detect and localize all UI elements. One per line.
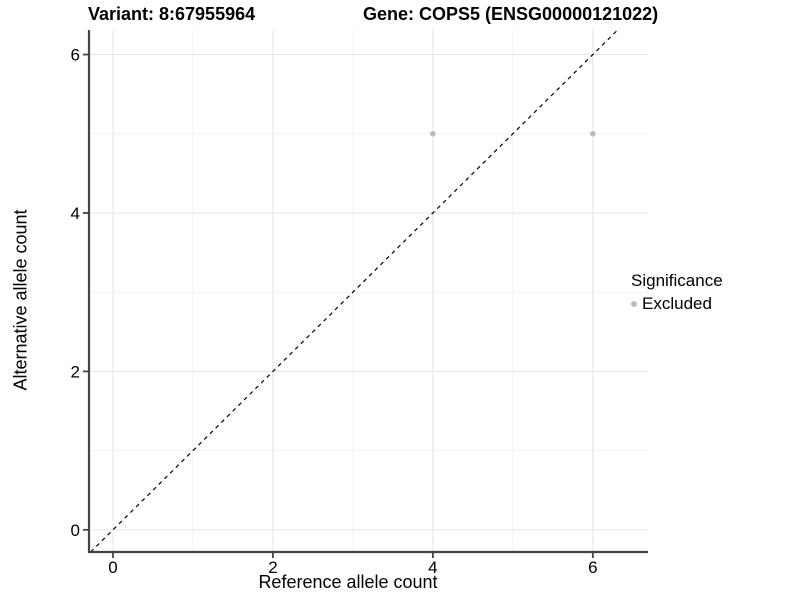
y-axis-title: Alternative allele count xyxy=(10,209,31,391)
data-point xyxy=(430,130,436,137)
x-tick-label: 6 xyxy=(588,558,597,577)
legend: Significance Excluded xyxy=(631,271,723,314)
x-tick-label: 0 xyxy=(108,558,117,577)
legend-item-label: Excluded xyxy=(642,294,712,313)
y-tick-label: 2 xyxy=(71,362,80,381)
plot-title-variant: Variant: 8:67955964 xyxy=(88,4,256,24)
x-tick-label: 2 xyxy=(268,558,277,577)
identity-dashed-line xyxy=(90,29,619,553)
data-point xyxy=(590,130,596,137)
legend-title: Significance xyxy=(631,271,723,290)
y-tick-label: 0 xyxy=(71,521,80,540)
x-tick-label: 4 xyxy=(428,558,437,577)
plot-title-gene: Gene: COPS5 (ENSG00000121022) xyxy=(363,4,659,24)
x-axis-title: Reference allele count xyxy=(258,572,438,592)
legend-point-swatch-icon xyxy=(631,301,637,307)
legend-item-excluded: Excluded xyxy=(631,294,723,314)
y-tick-label: 6 xyxy=(71,46,80,65)
y-tick-label: 4 xyxy=(71,204,80,223)
